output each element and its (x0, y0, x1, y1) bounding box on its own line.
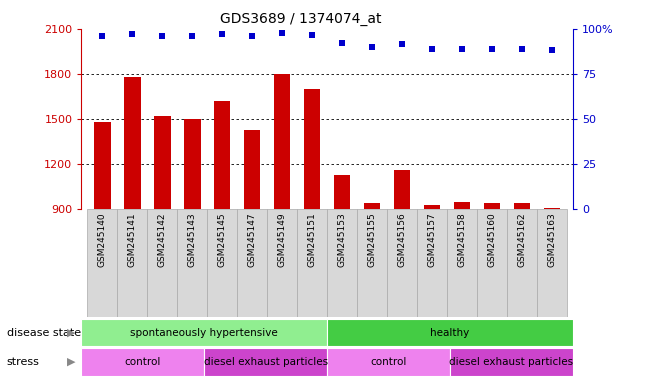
Text: GSM245156: GSM245156 (398, 212, 407, 267)
Bar (417, 209, 447, 317)
Text: GSM245155: GSM245155 (368, 212, 376, 267)
Bar (544, 208, 560, 209)
Text: GSM245147: GSM245147 (247, 212, 256, 267)
Point (397, 41, 408, 47)
Text: disease state: disease state (7, 328, 81, 338)
Point (217, 31, 227, 37)
Bar (334, 175, 350, 209)
Text: GSM245142: GSM245142 (158, 212, 167, 267)
Text: diesel exhaust particles: diesel exhaust particles (204, 357, 327, 367)
Point (307, 32, 317, 38)
Point (97, 33, 107, 39)
Bar (214, 101, 230, 209)
Bar (244, 129, 260, 209)
Bar (507, 209, 537, 317)
Bar (237, 209, 267, 317)
Bar (424, 205, 440, 209)
Bar (81, 348, 204, 376)
Text: GSM245141: GSM245141 (128, 212, 137, 267)
Text: healthy: healthy (430, 328, 469, 338)
Bar (117, 209, 147, 317)
Text: GSM245157: GSM245157 (428, 212, 437, 267)
Bar (87, 209, 117, 317)
Bar (154, 116, 171, 209)
Bar (147, 209, 177, 317)
Bar (357, 209, 387, 317)
Text: spontaneously hypertensive: spontaneously hypertensive (130, 328, 278, 338)
Bar (327, 319, 573, 346)
Bar (537, 209, 567, 317)
Bar (184, 119, 201, 209)
Point (127, 31, 137, 37)
Text: diesel exhaust particles: diesel exhaust particles (449, 357, 574, 367)
Point (457, 46, 467, 52)
Text: control: control (370, 357, 407, 367)
Bar (327, 348, 450, 376)
Bar (364, 203, 380, 209)
Point (427, 46, 437, 52)
Bar (207, 209, 237, 317)
Bar (454, 202, 470, 209)
Bar (484, 203, 500, 209)
Point (337, 40, 348, 46)
Bar (450, 348, 573, 376)
Bar (94, 122, 111, 209)
Text: GSM245162: GSM245162 (518, 212, 527, 267)
Point (277, 30, 287, 36)
Bar (327, 209, 357, 317)
Text: stress: stress (7, 357, 39, 367)
Point (547, 47, 557, 53)
Text: control: control (124, 357, 161, 367)
Text: GSM245163: GSM245163 (547, 212, 557, 267)
Text: GSM245143: GSM245143 (187, 212, 197, 267)
Point (517, 46, 527, 52)
Bar (394, 170, 410, 209)
Text: GSM245153: GSM245153 (338, 212, 346, 267)
Text: ▶: ▶ (67, 328, 76, 338)
Bar (297, 209, 327, 317)
Point (157, 33, 167, 39)
Text: ▶: ▶ (67, 357, 76, 367)
Point (247, 33, 257, 39)
Bar (204, 348, 327, 376)
Text: GSM245149: GSM245149 (278, 212, 286, 267)
Bar (477, 209, 507, 317)
Point (487, 46, 497, 52)
Bar (304, 89, 320, 209)
Bar (267, 209, 297, 317)
Bar (387, 209, 417, 317)
Text: GSM245151: GSM245151 (308, 212, 316, 267)
Text: GDS3689 / 1374074_at: GDS3689 / 1374074_at (220, 12, 382, 25)
Point (367, 44, 378, 50)
Bar (124, 77, 141, 209)
Text: GSM245160: GSM245160 (488, 212, 497, 267)
Point (187, 33, 197, 39)
Bar (177, 209, 207, 317)
Bar (274, 74, 290, 209)
Bar (81, 319, 327, 346)
Bar (447, 209, 477, 317)
Bar (514, 203, 530, 209)
Text: GSM245140: GSM245140 (98, 212, 107, 267)
Text: GSM245145: GSM245145 (217, 212, 227, 267)
Text: GSM245158: GSM245158 (458, 212, 467, 267)
